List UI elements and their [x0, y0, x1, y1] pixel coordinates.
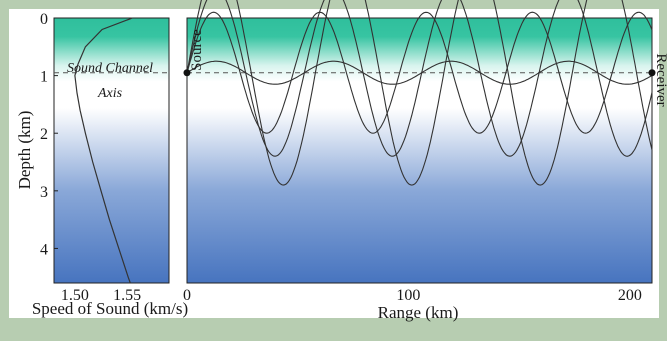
ray-path-2: [186, 11, 653, 134]
depth-tick-label: 3: [40, 184, 48, 201]
source-label: Source: [189, 29, 205, 71]
range-tick-label: 100: [396, 287, 420, 304]
depth-tick-label: 1: [40, 69, 48, 86]
left-panel-plot-area: [53, 17, 170, 284]
right-panel-plot-area: [186, 17, 653, 284]
speed-axis-label: Speed of Sound (km/s): [32, 299, 188, 318]
sound-speed-profile: [74, 17, 133, 284]
ray-paths: [186, 0, 653, 186]
receiver-marker: [648, 69, 656, 77]
ray-path-3: [186, 0, 653, 157]
ray-path-4: [186, 0, 653, 186]
depth-axis-label: Depth (km): [15, 111, 34, 190]
depth-tick-label: 0: [40, 11, 48, 28]
speed-tick-label: 1.50: [61, 287, 89, 304]
axis-annotation: Axis: [97, 86, 123, 101]
receiver-label: Receiver: [653, 53, 667, 106]
left-x-ticks: 1.50 1.55: [61, 287, 141, 304]
range-tick-label: 200: [618, 287, 642, 304]
range-axis-label: Range (km): [378, 303, 459, 322]
depth-tick-label: 2: [40, 126, 48, 143]
range-tick-label: 0: [183, 287, 191, 304]
speed-tick-label: 1.55: [113, 287, 141, 304]
right-x-ticks: 0 100 200: [183, 287, 642, 304]
depth-tick-label: 4: [40, 241, 48, 258]
sound-channel-annotation: Sound Channel: [67, 61, 153, 76]
source-marker: [183, 69, 191, 77]
left-y-ticks: 0 1 2 3 4: [40, 11, 58, 258]
